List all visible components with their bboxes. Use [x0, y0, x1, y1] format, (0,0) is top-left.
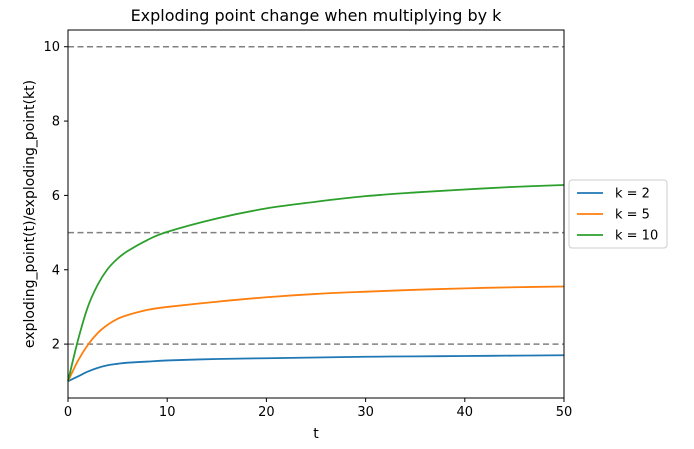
x-tick-label: 20 [258, 405, 275, 420]
chart-title: Exploding point change when multiplying … [131, 6, 503, 25]
legend-label: k = 2 [615, 187, 650, 202]
x-axis-label: t [313, 426, 319, 442]
series-line-k-5 [67, 285, 565, 382]
y-tick-label: 8 [52, 115, 60, 130]
legend-box [568, 179, 668, 249]
x-tick-label: 30 [357, 405, 374, 420]
y-tick-label: 4 [52, 263, 60, 278]
x-tick-label: 0 [64, 405, 72, 420]
series-line-k-10 [67, 184, 565, 382]
legend-label: k = 10 [615, 229, 658, 244]
x-tick-label: 10 [159, 405, 176, 420]
x-tick-label: 50 [556, 405, 573, 420]
series-line-k-2 [67, 354, 565, 383]
y-tick-label: 10 [43, 40, 60, 55]
legend-label: k = 5 [615, 208, 650, 223]
y-tick-label: 6 [52, 189, 60, 204]
y-axis-label: exploding_point(t)/exploding_point(kt) [22, 80, 38, 348]
x-tick-label: 40 [457, 405, 474, 420]
plot-frame [67, 29, 565, 399]
y-tick-label: 2 [52, 338, 60, 353]
